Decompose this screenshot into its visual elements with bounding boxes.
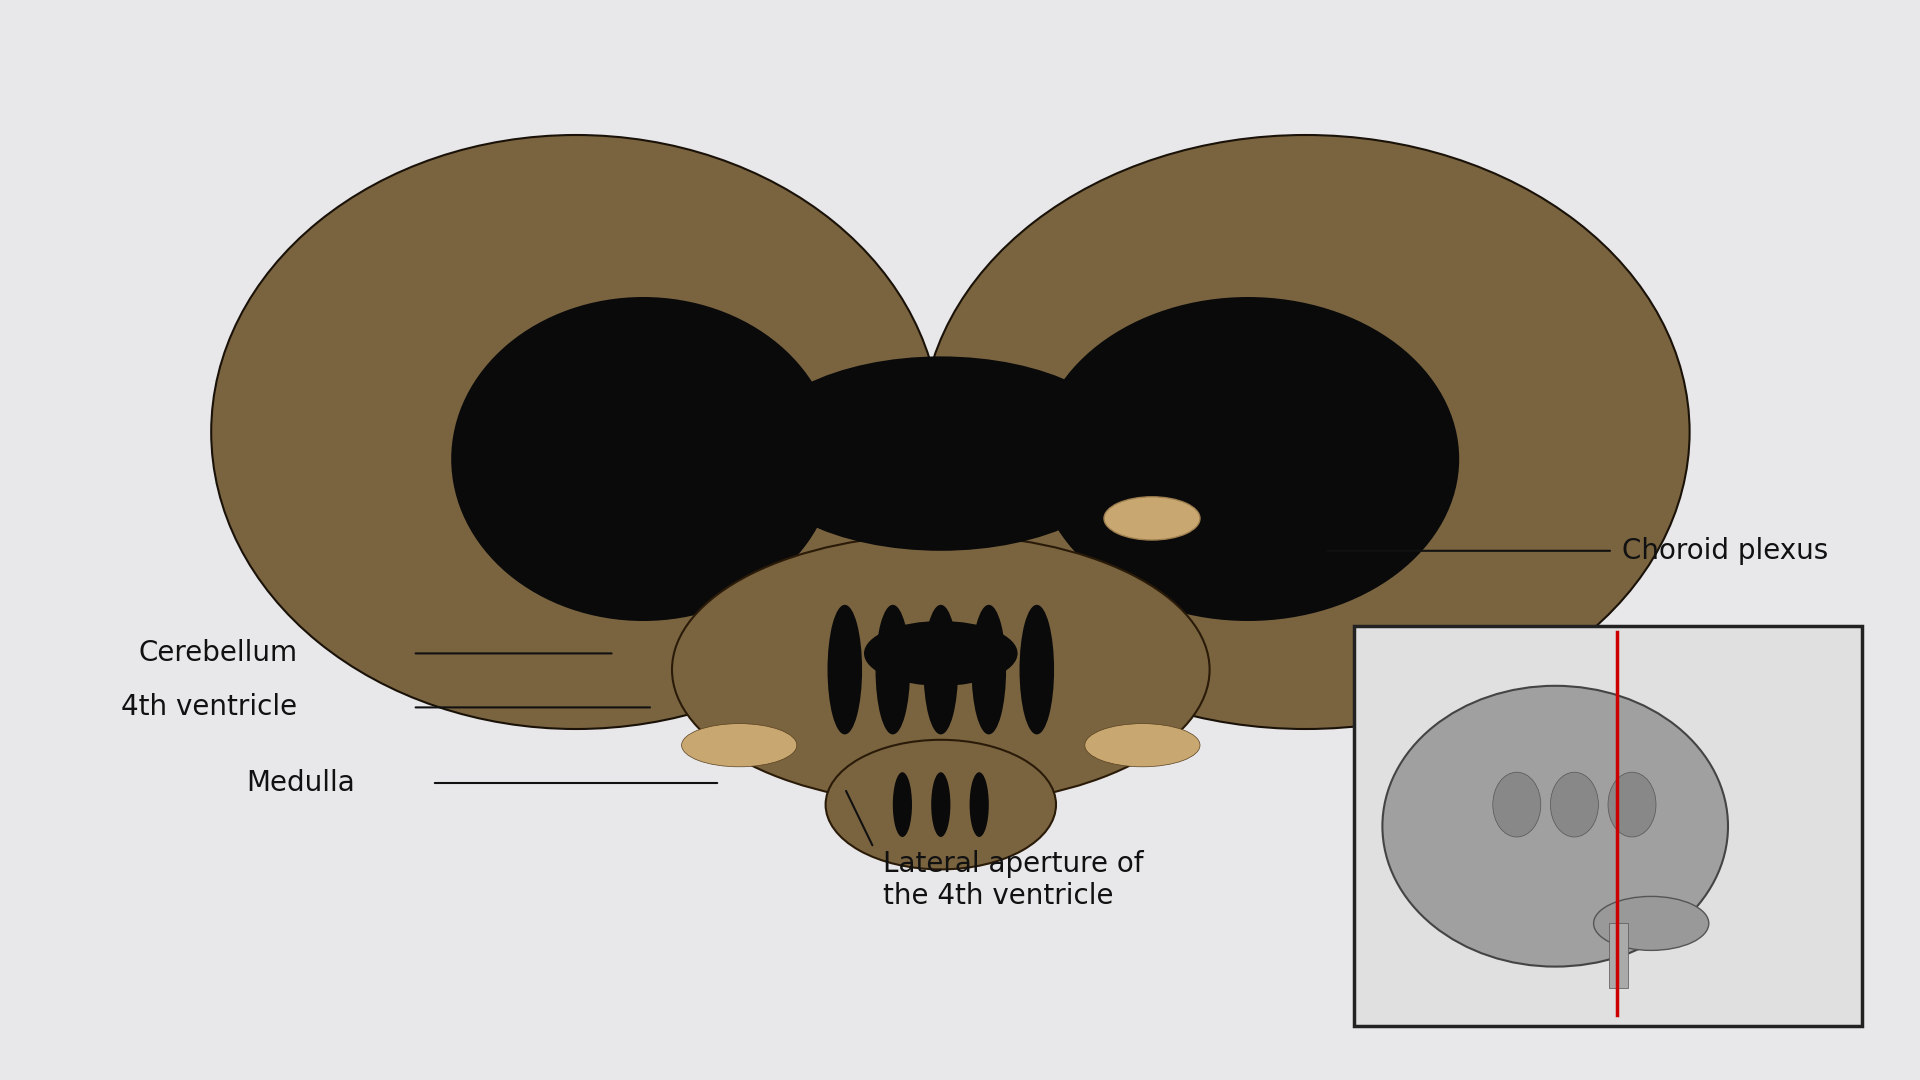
Ellipse shape bbox=[451, 297, 835, 621]
Ellipse shape bbox=[1609, 772, 1657, 837]
Text: Lateral aperture of
the 4th ventricle: Lateral aperture of the 4th ventricle bbox=[883, 850, 1144, 910]
Text: 4th ventricle: 4th ventricle bbox=[121, 693, 298, 721]
Ellipse shape bbox=[828, 605, 862, 734]
Bar bbox=[1609, 923, 1628, 988]
Text: Medulla: Medulla bbox=[246, 769, 355, 797]
Ellipse shape bbox=[931, 772, 950, 837]
Ellipse shape bbox=[1085, 724, 1200, 767]
Ellipse shape bbox=[682, 724, 797, 767]
Ellipse shape bbox=[924, 605, 958, 734]
Bar bbox=[1354, 626, 1862, 1026]
Text: Choroid plexus: Choroid plexus bbox=[1622, 537, 1828, 565]
Ellipse shape bbox=[826, 740, 1056, 869]
Ellipse shape bbox=[922, 135, 1690, 729]
Ellipse shape bbox=[211, 135, 941, 729]
Ellipse shape bbox=[672, 535, 1210, 805]
Ellipse shape bbox=[970, 772, 989, 837]
Ellipse shape bbox=[1020, 605, 1054, 734]
Ellipse shape bbox=[1104, 497, 1200, 540]
Ellipse shape bbox=[1494, 772, 1542, 837]
Ellipse shape bbox=[864, 621, 1018, 686]
Ellipse shape bbox=[1037, 297, 1459, 621]
Ellipse shape bbox=[1551, 772, 1597, 837]
Ellipse shape bbox=[876, 605, 910, 734]
Ellipse shape bbox=[1594, 896, 1709, 950]
Text: Cerebellum: Cerebellum bbox=[138, 639, 298, 667]
Ellipse shape bbox=[1382, 686, 1728, 967]
Ellipse shape bbox=[749, 356, 1133, 551]
Ellipse shape bbox=[893, 772, 912, 837]
Ellipse shape bbox=[972, 605, 1006, 734]
